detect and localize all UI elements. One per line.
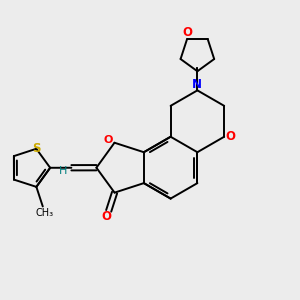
Text: CH₃: CH₃ [36,208,54,218]
Text: N: N [192,78,202,91]
Text: O: O [182,26,192,39]
Text: O: O [103,135,113,146]
Text: O: O [101,210,111,223]
Text: O: O [226,130,236,143]
Text: H: H [59,166,67,176]
Text: S: S [32,142,41,155]
